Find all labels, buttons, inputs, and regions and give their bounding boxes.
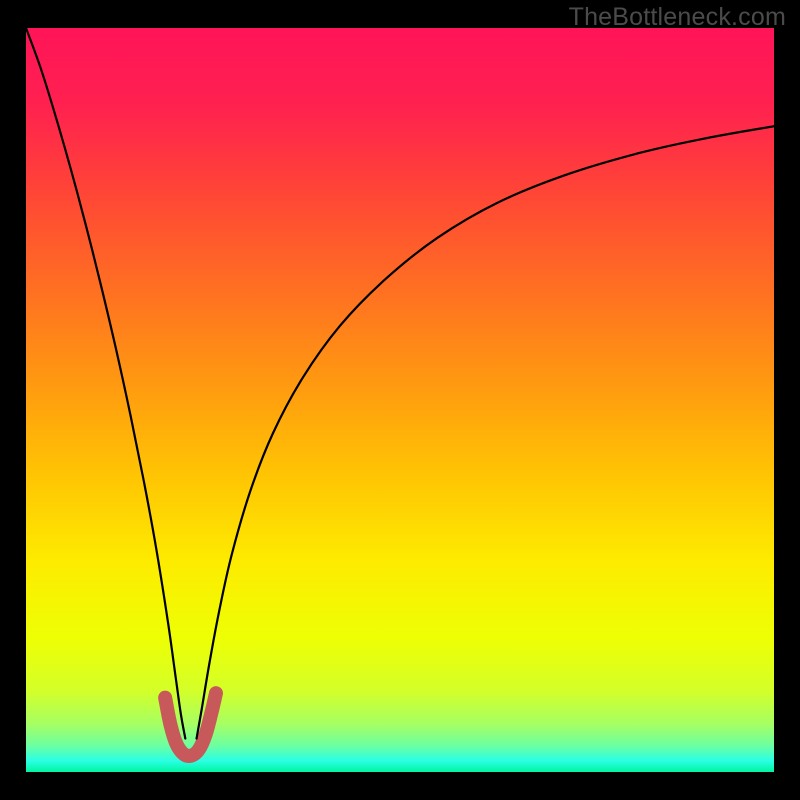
plot-area (26, 28, 774, 772)
gradient-background (26, 28, 774, 772)
frame-right (774, 0, 800, 800)
watermark-text: TheBottleneck.com (569, 3, 786, 32)
chart-svg (26, 28, 774, 772)
frame-bottom (0, 772, 800, 800)
frame-left (0, 0, 26, 800)
